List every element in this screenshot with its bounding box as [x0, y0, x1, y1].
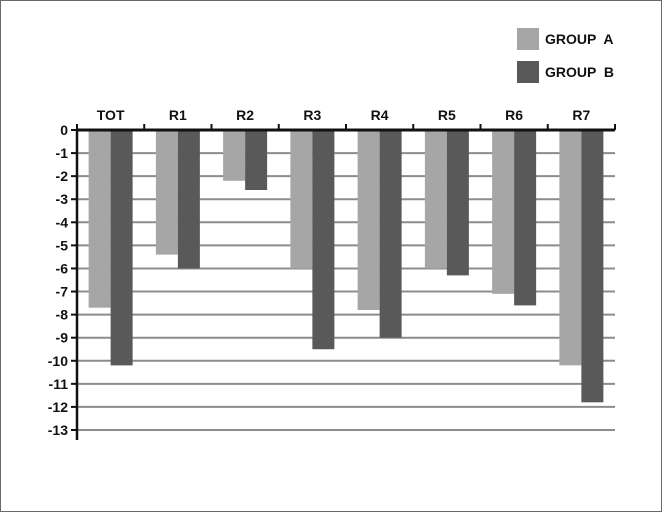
bar-group-a — [155, 130, 178, 255]
axis-labels: 0 -1 -2 -3 -4 -5 -6 -7 -8 -9 -10 -11 -12 -13 TOT R1 R2 R3… — [48, 107, 591, 438]
bar-group-a — [290, 130, 313, 269]
bar-group-b — [446, 130, 469, 276]
bar-group-b — [379, 130, 402, 338]
bar-group-b — [110, 130, 133, 366]
bar-group-a — [424, 130, 447, 269]
category-label: R5 — [438, 107, 456, 123]
y-tick-label: -10 — [48, 353, 68, 369]
axes — [71, 124, 616, 440]
category-label: R2 — [236, 107, 254, 123]
legend: GROUP A GROUP B — [517, 28, 614, 83]
category-label: R7 — [572, 107, 590, 123]
y-tick-label: -2 — [56, 168, 69, 184]
category-label: TOT — [97, 107, 125, 123]
y-tick-label: 0 — [60, 122, 68, 138]
bar-group-b — [581, 130, 604, 403]
bar-group-a — [88, 130, 111, 308]
y-tick-label: -13 — [48, 422, 68, 438]
y-tick-label: -4 — [56, 214, 69, 230]
bar-group-b — [514, 130, 537, 306]
bars — [88, 130, 604, 403]
y-tick-label: -8 — [56, 307, 69, 323]
y-tick-label: -12 — [48, 399, 68, 415]
y-tick-label: -7 — [56, 284, 69, 300]
y-tick-label: -9 — [56, 330, 69, 346]
bar-group-b — [245, 130, 268, 190]
legend-swatch — [517, 28, 539, 50]
legend-label: GROUP B — [545, 64, 614, 80]
bar-group-b — [312, 130, 335, 350]
y-tick-label: -1 — [56, 145, 69, 161]
category-label: R3 — [303, 107, 321, 123]
category-label: R4 — [371, 107, 389, 123]
category-label: R6 — [505, 107, 523, 123]
y-tick-label: -11 — [49, 376, 69, 392]
bar-group-b — [177, 130, 200, 269]
bar-group-a — [492, 130, 515, 294]
legend-label: GROUP A — [545, 31, 613, 47]
y-tick-label: -6 — [56, 260, 69, 276]
bar-group-a — [559, 130, 582, 366]
bar-group-a — [223, 130, 246, 181]
legend-swatch — [517, 61, 539, 83]
category-label: R1 — [169, 107, 187, 123]
y-tick-label: -3 — [56, 191, 69, 207]
bar-group-a — [357, 130, 380, 310]
y-tick-label: -5 — [56, 237, 69, 253]
